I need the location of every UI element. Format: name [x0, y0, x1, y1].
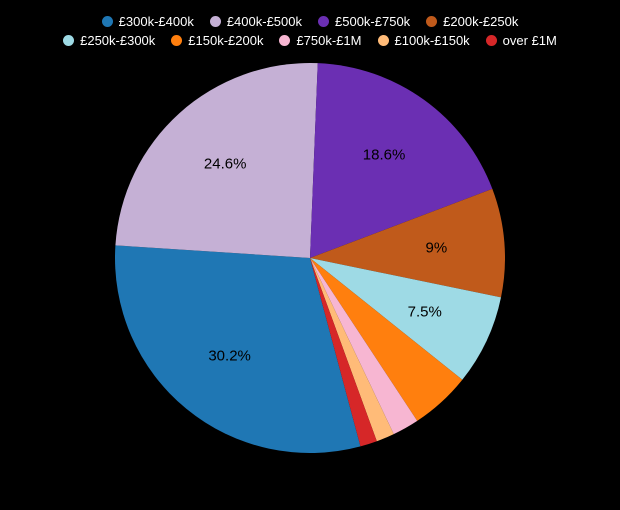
legend-marker — [63, 35, 74, 46]
legend-label: £750k-£1M — [296, 33, 361, 48]
legend-marker — [318, 16, 329, 27]
legend-item: over £1M — [486, 33, 557, 48]
legend-item: £750k-£1M — [279, 33, 361, 48]
legend-label: £400k-£500k — [227, 14, 302, 29]
legend-marker — [102, 16, 113, 27]
pie-svg — [115, 63, 505, 453]
legend-item: £150k-£200k — [171, 33, 263, 48]
legend-label: £300k-£400k — [119, 14, 194, 29]
legend-marker — [426, 16, 437, 27]
pie-chart-container: £300k-£400k £400k-£500k £500k-£750k £200k-£… — [0, 0, 620, 510]
pie-wrapper: 30.2%24.6%18.6%9%7.5% — [0, 63, 620, 453]
legend-item: £100k-£150k — [378, 33, 470, 48]
legend-label: over £1M — [503, 33, 557, 48]
legend-label: £150k-£200k — [188, 33, 263, 48]
legend-item: £300k-£400k — [102, 14, 194, 29]
legend-item: £250k-£300k — [63, 33, 155, 48]
legend-item: £400k-£500k — [210, 14, 302, 29]
legend: £300k-£400k £400k-£500k £500k-£750k £200k-£… — [0, 0, 620, 58]
legend-label: £100k-£150k — [395, 33, 470, 48]
legend-marker — [210, 16, 221, 27]
legend-label: £500k-£750k — [335, 14, 410, 29]
legend-item: £500k-£750k — [318, 14, 410, 29]
legend-label: £250k-£300k — [80, 33, 155, 48]
legend-marker — [171, 35, 182, 46]
legend-marker — [378, 35, 389, 46]
legend-marker — [486, 35, 497, 46]
pie-slice — [115, 63, 317, 258]
legend-marker — [279, 35, 290, 46]
legend-item: £200k-£250k — [426, 14, 518, 29]
legend-label: £200k-£250k — [443, 14, 518, 29]
